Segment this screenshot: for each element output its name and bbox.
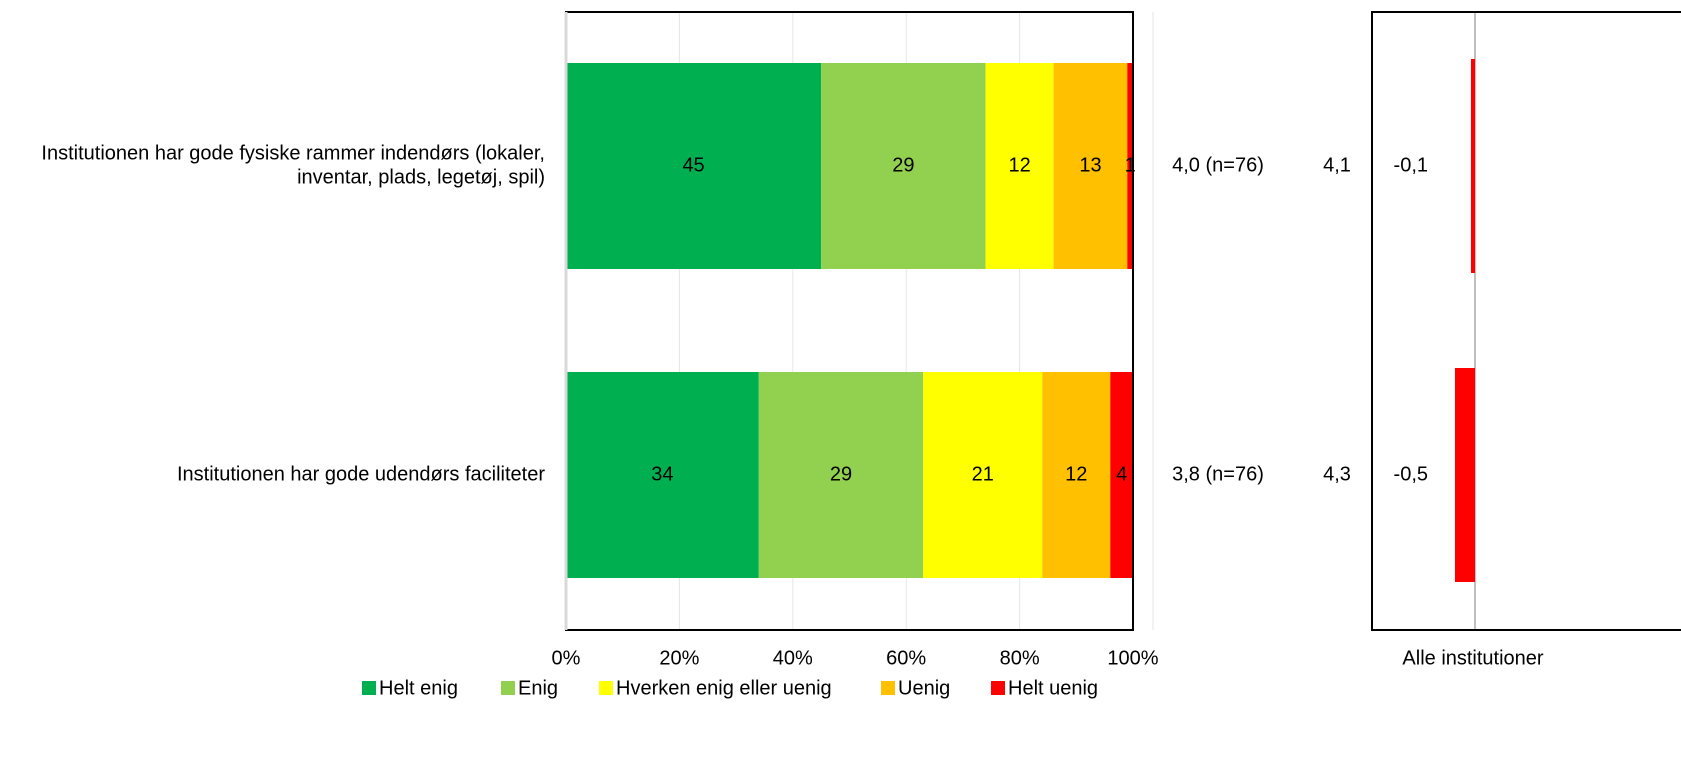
bar-segment [566,63,822,269]
bar-segment [1110,372,1133,578]
bar-segment [985,63,1054,269]
bar-data-label: 13 [1079,154,1101,176]
difference-panel-frame [1371,11,1681,631]
bar-segment [821,63,986,269]
x-tick-label: 0% [552,647,581,669]
bar-segment [923,372,1043,578]
category-label: Institutionen har gode udendørs facilite… [177,463,545,485]
category-label: inventar, plads, legetøj, spil) [297,166,545,188]
bar-data-label: 12 [1065,463,1087,485]
bar-data-label: 4 [1116,463,1127,485]
difference-axis-label: Alle institutioner [1402,647,1544,669]
bar-segment [758,372,924,578]
bar-data-label: 29 [830,463,852,485]
x-tick-label: 80% [1000,647,1040,669]
all-institutions-mean: 4,1 [1323,154,1351,176]
row-summary: 3,8 (n=76) [1172,463,1264,485]
bar-data-label: 34 [651,463,673,485]
bar-data-label: 45 [682,154,704,176]
bar-data-label: 1 [1125,154,1136,176]
legend-swatch [881,681,895,695]
bar-segment [566,372,759,578]
bar-data-label: 12 [1008,154,1030,176]
x-tick-label: 60% [886,647,926,669]
legend-swatch [599,681,613,695]
bar-segment [1042,372,1111,578]
legend-label: Helt enig [379,677,458,699]
legend-label: Uenig [898,677,950,699]
difference-bar [1471,59,1475,273]
legend-swatch [501,681,515,695]
difference-label: -0,5 [1394,463,1428,485]
legend-label: Helt uenig [1008,677,1098,699]
all-institutions-mean: 4,3 [1323,463,1351,485]
bar-segment [1053,63,1128,269]
legend-label: Enig [518,677,558,699]
legend-label: Hverken enig eller uenig [616,677,832,699]
row-summary: 4,0 (n=76) [1172,154,1264,176]
legend-swatch [362,681,376,695]
difference-bar [1455,368,1475,582]
legend-swatch [991,681,1005,695]
bar-data-label: 21 [972,463,994,485]
difference-label: -0,1 [1394,154,1428,176]
bar-data-label: 29 [892,154,914,176]
bar-segment [1127,63,1133,269]
category-label: Institutionen har gode fysiske rammer in… [41,142,545,164]
x-tick-label: 20% [659,647,699,669]
x-tick-label: 100% [1107,647,1158,669]
x-tick-label: 40% [773,647,813,669]
